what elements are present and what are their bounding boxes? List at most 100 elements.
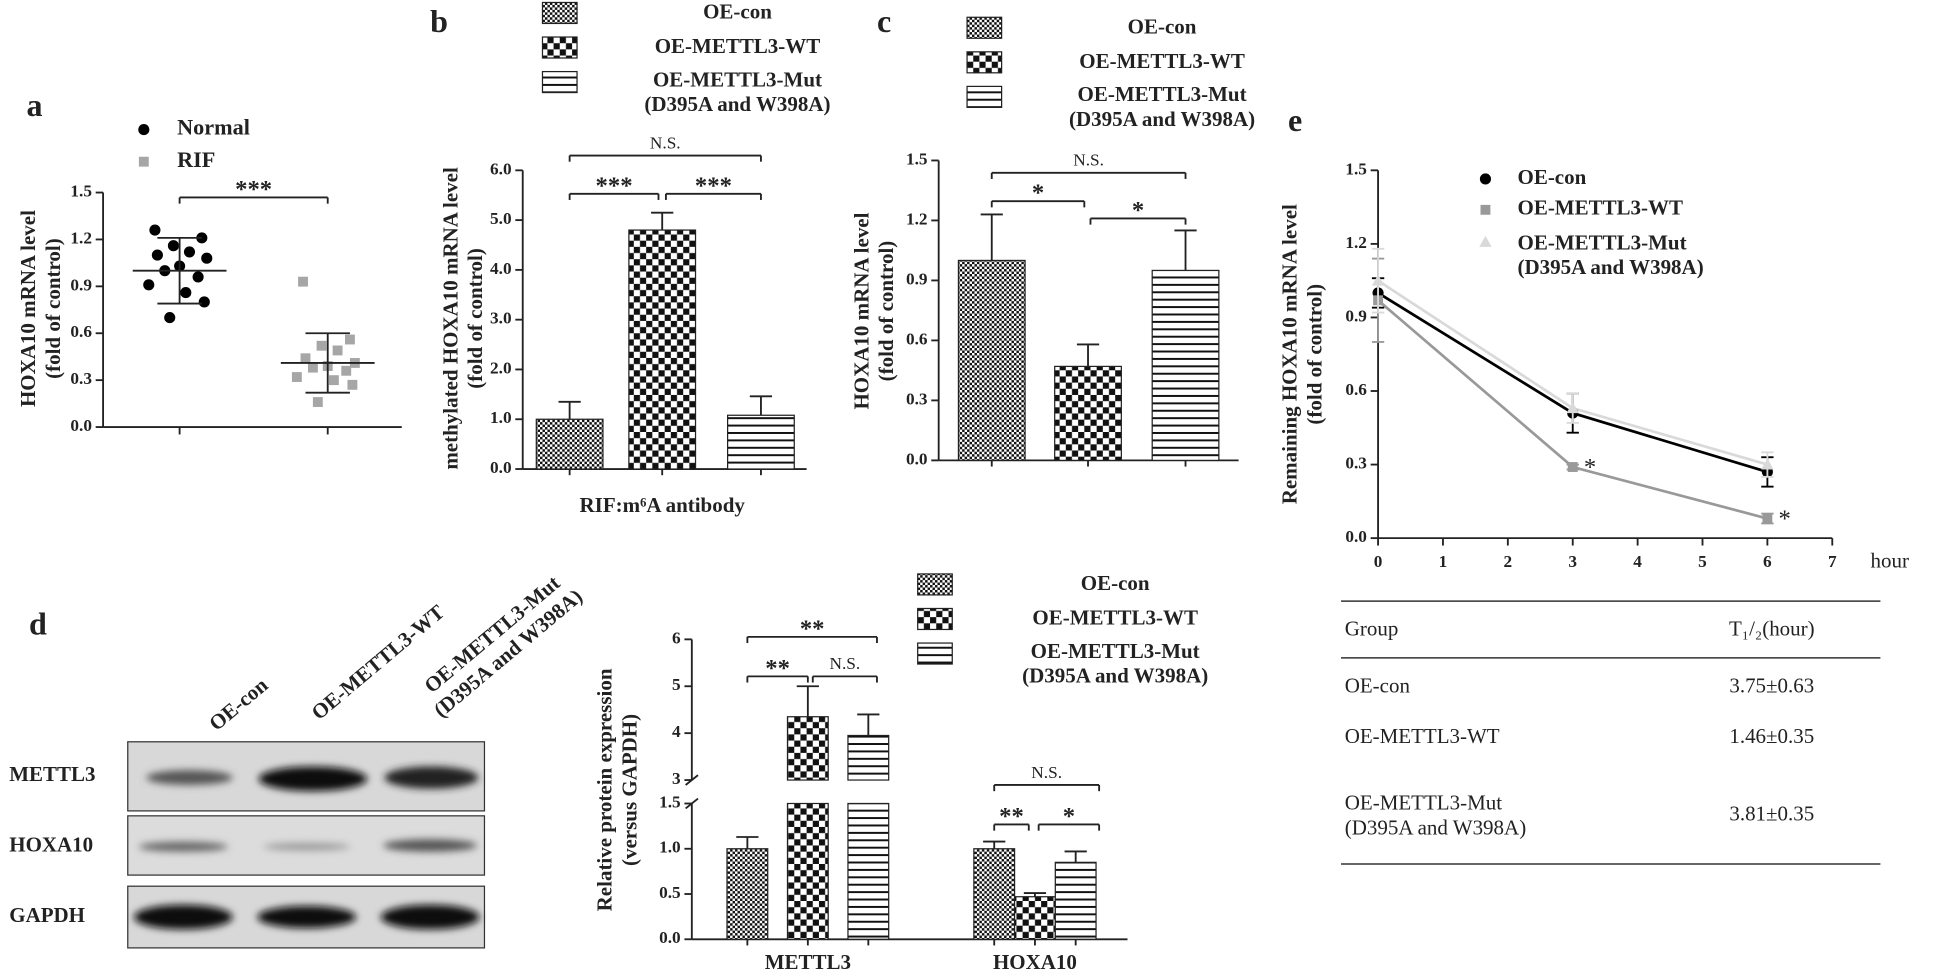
point	[341, 365, 352, 376]
table-header: T₁/₂(hour)	[1729, 617, 1815, 641]
legend-marker	[1479, 235, 1492, 247]
blot-row-label: METTL3	[9, 762, 95, 786]
point	[332, 345, 343, 356]
y-tick-label: 3	[672, 769, 681, 788]
y-tick-label: 1.5	[70, 182, 92, 201]
y-tick-label: 0.0	[659, 928, 681, 947]
legend-swatch	[917, 642, 953, 665]
point	[149, 224, 161, 236]
legend-label-box: OE-METTL3-Mut (D395A and W398A)	[1517, 231, 1704, 279]
y-tick-label: 4	[672, 722, 681, 741]
y-tick-label: 1.2	[70, 228, 92, 247]
x-tick-label: 2	[1504, 552, 1513, 571]
y-tick-label: 0.6	[1345, 380, 1367, 399]
y-tick-label: 0.0	[70, 416, 92, 435]
point	[1567, 462, 1578, 472]
y-tick-label: 0.9	[1345, 306, 1367, 325]
legend-marker	[138, 124, 150, 136]
legend-label: OE-METTL3-WT	[1032, 606, 1198, 630]
band	[263, 842, 350, 851]
y-tick-label: 0.6	[906, 329, 928, 348]
x-tick-label: 3	[1568, 552, 1577, 571]
x-tick-label: 0	[1374, 552, 1383, 571]
point	[307, 362, 318, 373]
significance: *	[1032, 180, 1044, 207]
legend-marker	[138, 156, 149, 167]
blot-row-label: HOXA10	[9, 833, 93, 857]
bar	[847, 734, 890, 781]
bar	[727, 414, 795, 470]
bar	[535, 418, 604, 470]
legend-label-box: OE-METTL3-Mut (D395A and W398A)	[644, 68, 830, 116]
significance: N.S.	[1031, 763, 1062, 782]
legend-label: OE-con	[1127, 15, 1197, 39]
point	[183, 246, 196, 258]
legend-label: OE-con	[1518, 165, 1587, 189]
legend-label: RIF	[177, 147, 215, 172]
y-tick-label: 1.2	[1345, 233, 1367, 252]
bar	[1151, 269, 1220, 461]
legend-label: OE-METTL3-Mut (D395A and W398A)	[1068, 83, 1256, 131]
point	[164, 312, 176, 324]
legend-swatch	[541, 1, 578, 25]
significance: ***	[695, 172, 732, 199]
band	[383, 839, 478, 852]
legend-label: OE-METTL3-Mut (D395A and W398A)	[1022, 639, 1209, 688]
significance: N.S.	[1073, 151, 1104, 170]
point	[347, 379, 358, 390]
table-cell: OE-con	[1345, 673, 1411, 697]
bar	[1013, 896, 1056, 940]
point	[344, 334, 355, 345]
band	[384, 766, 479, 789]
table-cell: 3.75±0.63	[1729, 673, 1814, 697]
table-cell: 1.46±0.35	[1729, 724, 1814, 748]
legend-swatch	[541, 36, 578, 59]
y-tick-label: 5.0	[490, 209, 512, 228]
y-tick-label: 5	[672, 675, 681, 694]
legend-label-box: OE-METTL3-WT	[1032, 606, 1198, 630]
x-tick-label: 5	[1698, 552, 1707, 571]
point	[1566, 402, 1579, 414]
x-tick-label: 6	[1763, 552, 1772, 571]
y-axis-label: Relative protein expression (versus GAPD…	[593, 668, 642, 912]
point	[1762, 513, 1773, 524]
point	[1761, 458, 1774, 470]
point	[198, 296, 210, 308]
bar	[1054, 365, 1122, 461]
bar	[973, 848, 1016, 940]
y-tick-label: 1.0	[490, 408, 512, 427]
y-tick-label: 0.3	[1345, 454, 1367, 473]
point	[143, 279, 155, 291]
table-header: Group	[1345, 617, 1399, 641]
legend-label: OE-METTL3-WT	[654, 34, 821, 59]
significance: ***	[596, 172, 633, 199]
y-axis-label-box: HOXA10 mRNA level (fold of control)	[850, 213, 898, 410]
y-axis-label-box: Relative protein expression (versus GAPD…	[593, 668, 642, 912]
panel-label: b	[430, 3, 448, 39]
point	[291, 372, 302, 382]
band	[258, 766, 368, 792]
point	[316, 340, 327, 351]
point	[151, 249, 163, 261]
panel-label: a	[27, 87, 43, 123]
y-tick-label: 0.5	[659, 883, 681, 902]
y-tick-label: 1.5	[1345, 159, 1367, 178]
y-tick-label: 0.9	[906, 269, 928, 288]
y-axis-label: methylated HOXA10 mRNA level (fold of co…	[439, 167, 487, 470]
significance: *	[1063, 803, 1075, 830]
legend-swatch	[966, 16, 1003, 39]
x-tick-label: 1	[1439, 552, 1448, 571]
legend-label: OE-METTL3-Mut (D395A and W398A)	[1517, 231, 1704, 279]
y-tick-label: 0.9	[70, 275, 92, 294]
y-tick-label: 0.0	[906, 449, 928, 468]
point	[180, 287, 192, 299]
bar	[628, 229, 697, 470]
y-tick-label: 0.3	[70, 369, 92, 388]
legend-swatch	[917, 607, 953, 631]
table-cell: 3.81±0.35	[1729, 802, 1814, 826]
legend-label-box: OE-METTL3-Mut (D395A and W398A)	[1068, 83, 1256, 131]
table-cell: OE-METTL3-WT	[1345, 724, 1500, 748]
y-tick-label: 1.5	[906, 149, 928, 168]
point	[1371, 274, 1385, 286]
